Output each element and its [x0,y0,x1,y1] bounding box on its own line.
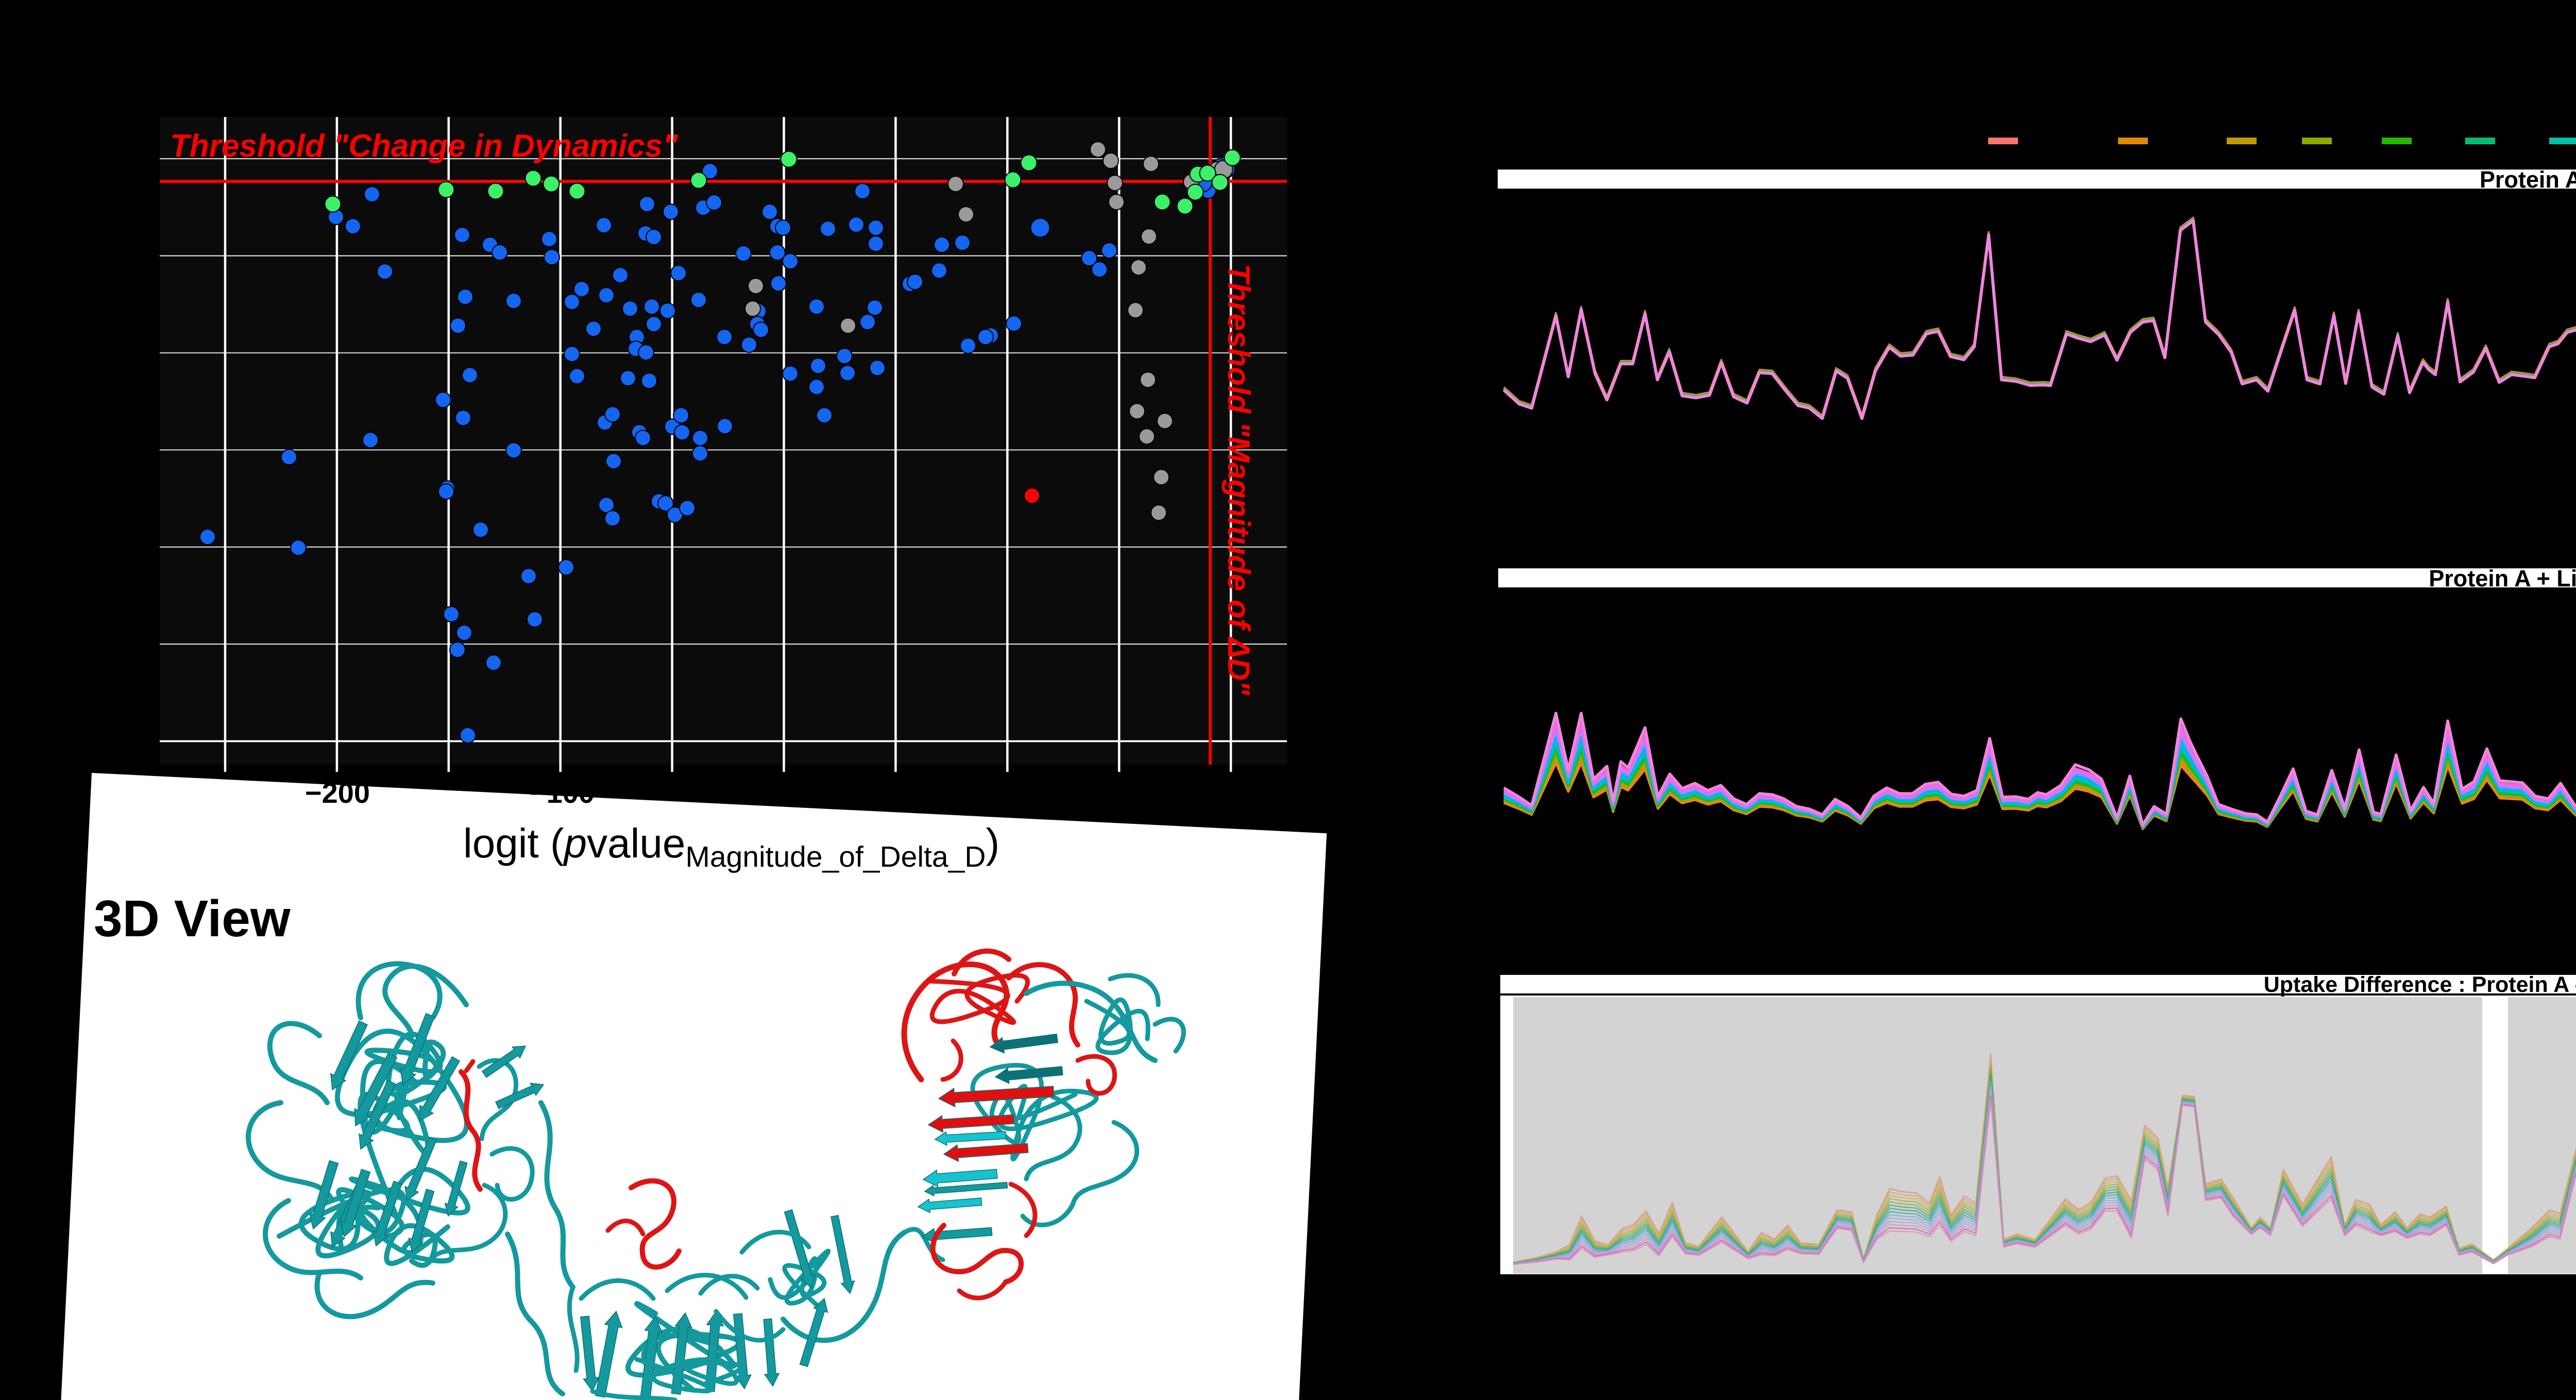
svg-text:Protein A + Ligand: Protein A + Ligand [2429,565,2576,592]
svg-text:Threshold "Magnitude of ΔD": Threshold "Magnitude of ΔD" [1222,264,1256,696]
svg-text:−100: −100 [530,777,595,809]
svg-text:0: 0 [778,777,794,809]
svg-text:3D View: 3D View [94,890,291,948]
svg-text:Protein A: Protein A [2480,166,2576,193]
svg-text:100: 100 [987,777,1035,809]
svg-text:Threshold "Change in Dynamics": Threshold "Change in Dynamics" [170,128,679,164]
svg-text:−200: −200 [305,777,370,809]
svg-text:Uptake Difference : Protein A: Uptake Difference : Protein A - (Protein… [2264,972,2576,997]
